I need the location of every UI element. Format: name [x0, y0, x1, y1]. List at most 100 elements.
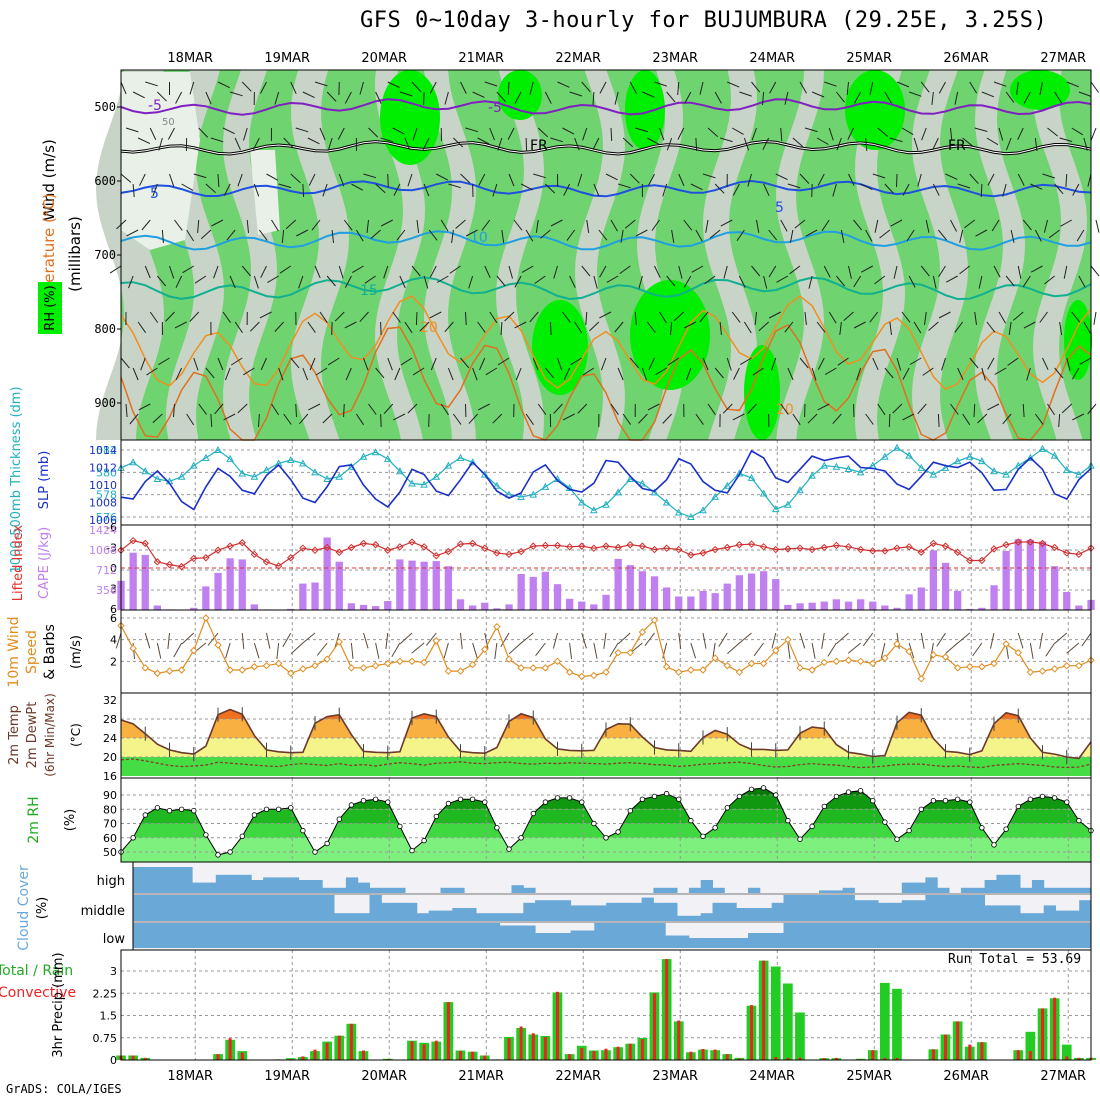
- wind-speed-point: [820, 658, 828, 667]
- humidity-point: [397, 823, 403, 830]
- wind-barb: [1016, 81, 1019, 95]
- thickness-point: [662, 498, 671, 506]
- convective-precip-bar: [737, 1058, 741, 1060]
- lifted-index-point: [262, 558, 271, 566]
- wind-barb: [950, 219, 958, 232]
- surface-wind-barb: [569, 642, 572, 659]
- wind-barb: [853, 275, 862, 288]
- wind-barb: [1071, 127, 1084, 136]
- convective-precip-bar: [616, 1046, 620, 1060]
- wind-barb: [266, 173, 279, 181]
- wind-barb: [380, 413, 382, 428]
- wind-barb: [605, 173, 618, 181]
- convective-precip-bar: [216, 1054, 220, 1060]
- cloud-cover-bar: [925, 923, 938, 948]
- cape-bar: [590, 604, 598, 610]
- wind-speed-point: [1050, 665, 1059, 673]
- wind-speed-point: [941, 653, 950, 661]
- cape-bar: [469, 605, 477, 610]
- temp-unit-label: (°C): [69, 723, 83, 747]
- wind-barb: [484, 265, 491, 279]
- wind-barb: [932, 137, 939, 150]
- wind-speed-point: [565, 668, 574, 676]
- humidity-point: [554, 795, 561, 801]
- wind-barb: [869, 81, 874, 95]
- cape-bar: [905, 594, 913, 610]
- surface-wind-barb: [391, 642, 401, 658]
- wind-tick-label: 6: [110, 612, 117, 625]
- cloud-cover-bar: [878, 923, 891, 948]
- cloud-cover-bar: [144, 895, 158, 921]
- cloud-cover-bar: [724, 902, 737, 921]
- convective-precip-bar: [131, 1055, 135, 1060]
- cape-bar: [250, 604, 258, 610]
- lifted-index-point: [311, 546, 319, 554]
- wind-barb: [684, 91, 692, 104]
- surface-wind-barb: [411, 642, 425, 654]
- wind-barb: [959, 229, 964, 243]
- wind-barb: [865, 413, 874, 425]
- humidity-point: [688, 817, 694, 824]
- lifted-index-point: [553, 541, 562, 550]
- cloud-cover-bar: [133, 923, 146, 948]
- humidity-point: [336, 816, 342, 822]
- surface-wind-barb: [494, 642, 498, 659]
- cape-bar: [857, 599, 865, 610]
- cloud-cover-bar: [1008, 923, 1021, 948]
- cloud-cover-bar: [263, 895, 276, 921]
- wind-barb: [670, 321, 673, 335]
- cloud-cover-bar: [700, 913, 713, 921]
- wind-barb: [654, 81, 667, 87]
- cloud-cover-bar: [748, 908, 761, 921]
- wind-speed-point: [953, 664, 962, 672]
- wind-barb: [957, 367, 964, 381]
- wind-barb: [338, 173, 345, 187]
- cloud-cover-bar: [322, 895, 335, 921]
- humidity-point: [773, 792, 779, 798]
- convective-precip-bar: [762, 960, 766, 1060]
- cloud-cover-bar: [795, 895, 808, 921]
- lifted-index-axis-label: Lifted Index: [11, 524, 26, 601]
- cloud-cover-bar: [759, 908, 773, 921]
- humidity-point: [482, 799, 488, 805]
- rh-moist-area: [625, 70, 665, 150]
- wind10-barbs-label: & Barbs: [42, 624, 58, 680]
- wind-barb: [707, 403, 716, 415]
- cloud-cover-bar: [712, 887, 725, 893]
- surface-wind-barb: [1029, 642, 1034, 659]
- temperature-contour: [120, 179, 1092, 198]
- wind-barb: [399, 275, 406, 289]
- surface-wind-barb: [460, 632, 463, 649]
- wind-barb: [889, 321, 892, 335]
- wind-barb: [856, 367, 862, 381]
- surface-wind-barb: [847, 642, 861, 654]
- pressure-tick-label: 800: [94, 322, 116, 336]
- wind-barb: [141, 219, 151, 231]
- wind-barb: [874, 275, 886, 285]
- cloud-cover-bar: [984, 905, 997, 921]
- cloud-cover-bar: [535, 900, 548, 921]
- humidity-point: [894, 836, 900, 842]
- cloud-cover-bar: [641, 923, 654, 948]
- cloud-cover-bar: [310, 895, 323, 921]
- cloud-cover-bar: [819, 890, 832, 893]
- cape-bar: [614, 558, 622, 610]
- wind-barb: [843, 311, 854, 321]
- wind-barb: [828, 311, 837, 324]
- lifted-index-point: [505, 550, 513, 559]
- humidity-point: [579, 799, 585, 805]
- thickness-point: [699, 506, 707, 514]
- wind-barb: [411, 265, 421, 277]
- wind-barb: [271, 219, 279, 232]
- surface-wind-barb: [253, 642, 260, 659]
- wind-barb: [338, 265, 344, 279]
- wind-barb: [383, 403, 394, 415]
- wind-barb: [832, 413, 842, 425]
- wind-barb: [237, 173, 243, 187]
- cloud-cover-bar: [263, 877, 276, 893]
- wind-barb: [444, 321, 454, 333]
- convective-precip-bar: [871, 1050, 875, 1060]
- convective-precip-bar: [313, 1049, 317, 1060]
- thickness-point: [529, 490, 538, 498]
